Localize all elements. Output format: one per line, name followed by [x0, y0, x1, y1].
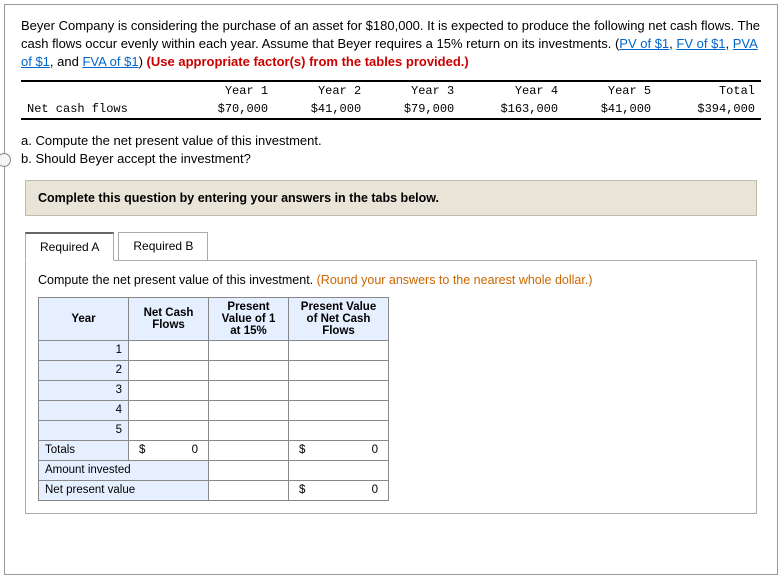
tabs: Required A Required B [25, 232, 757, 261]
worksheet-table: Year Net Cash Flows Present Value of 1 a… [38, 297, 389, 501]
cf-head-5: Year 5 [564, 82, 657, 100]
ws-year-4: 4 [39, 400, 129, 420]
ws-pv1-1[interactable] [209, 340, 289, 360]
cf-row-label: Net cash flows [21, 100, 181, 118]
question-list: a. Compute the net present value of this… [5, 132, 777, 180]
instruction-note: (Round your answers to the nearest whole… [317, 273, 593, 287]
ws-col-year: Year [39, 297, 129, 340]
ws-ncf-4[interactable] [129, 400, 209, 420]
ws-ncf-2[interactable] [129, 360, 209, 380]
tab-required-b[interactable]: Required B [118, 232, 208, 261]
ws-year-5: 5 [39, 420, 129, 440]
ws-col-pv1: Present Value of 1 at 15% [209, 297, 289, 340]
ws-pv1-2[interactable] [209, 360, 289, 380]
cf-head-total: Total [657, 82, 761, 100]
ws-npv-val: $0 [289, 480, 389, 500]
cf-head-1: Year 1 [181, 82, 274, 100]
cf-head-4: Year 4 [460, 82, 564, 100]
hint-box: Complete this question by entering your … [25, 180, 757, 216]
ws-year-3: 3 [39, 380, 129, 400]
ws-npv-label: Net present value [39, 480, 209, 500]
cf-val-2: $41,000 [274, 100, 367, 118]
ws-pv1-3[interactable] [209, 380, 289, 400]
cashflow-table-wrap: Year 1 Year 2 Year 3 Year 4 Year 5 Total… [21, 80, 761, 120]
ws-ncf-5[interactable] [129, 420, 209, 440]
page-container: Beyer Company is considering the purchas… [4, 4, 778, 575]
ws-totals-ncf: $0 [129, 440, 209, 460]
cf-val-5: $41,000 [564, 100, 657, 118]
tab-content-a: Compute the net present value of this in… [25, 260, 757, 514]
ws-year-1: 1 [39, 340, 129, 360]
ws-pvncf-3[interactable] [289, 380, 389, 400]
cf-val-3: $79,000 [367, 100, 460, 118]
link-fv[interactable]: FV of $1 [676, 36, 725, 51]
ws-pvncf-2[interactable] [289, 360, 389, 380]
cf-val-total: $394,000 [657, 100, 761, 118]
cf-head-3: Year 3 [367, 82, 460, 100]
intro-bold: (Use appropriate factor(s) from the tabl… [147, 54, 469, 69]
ws-pvncf-4[interactable] [289, 400, 389, 420]
ws-pv1-5[interactable] [209, 420, 289, 440]
ws-npv-pv1 [209, 480, 289, 500]
ws-col-ncf: Net Cash Flows [129, 297, 209, 340]
ws-col-pvncf: Present Value of Net Cash Flows [289, 297, 389, 340]
ws-totals-pvncf: $0 [289, 440, 389, 460]
cf-val-4: $163,000 [460, 100, 564, 118]
ws-ncf-3[interactable] [129, 380, 209, 400]
cashflow-table: Year 1 Year 2 Year 3 Year 4 Year 5 Total… [21, 82, 761, 118]
ws-pvncf-1[interactable] [289, 340, 389, 360]
intro-text-b: ) [139, 54, 147, 69]
link-pv[interactable]: PV of $1 [619, 36, 669, 51]
tab-required-a[interactable]: Required A [25, 232, 114, 261]
problem-intro: Beyer Company is considering the purchas… [5, 5, 777, 80]
ws-ncf-1[interactable] [129, 340, 209, 360]
ws-pv1-4[interactable] [209, 400, 289, 420]
link-fva[interactable]: FVA of $1 [82, 54, 138, 69]
instruction: Compute the net present value of this in… [38, 273, 744, 287]
cf-val-1: $70,000 [181, 100, 274, 118]
ws-inv-val[interactable] [289, 460, 389, 480]
question-b: b. Should Beyer accept the investment? [21, 150, 761, 168]
cf-head-2: Year 2 [274, 82, 367, 100]
ws-inv-pv1 [209, 460, 289, 480]
ws-pvncf-5[interactable] [289, 420, 389, 440]
ws-inv-label: Amount invested [39, 460, 209, 480]
question-a: a. Compute the net present value of this… [21, 132, 761, 150]
ws-totals-pv1 [209, 440, 289, 460]
ws-totals-label: Totals [39, 440, 129, 460]
ws-year-2: 2 [39, 360, 129, 380]
